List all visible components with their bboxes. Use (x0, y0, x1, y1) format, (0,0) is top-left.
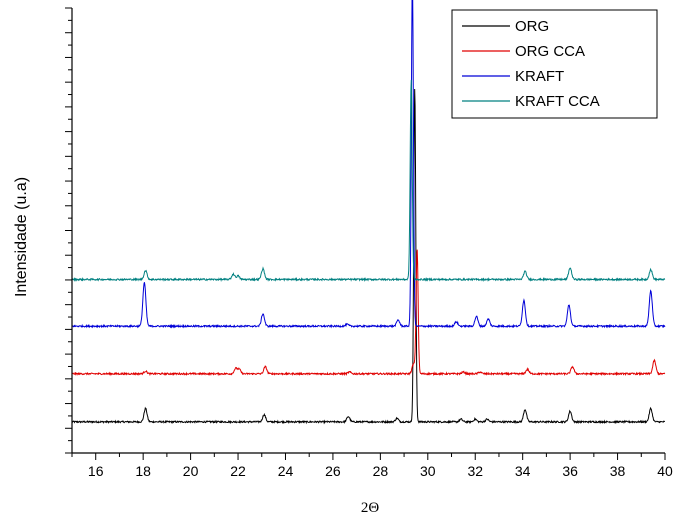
x-tick-label: 16 (88, 463, 104, 479)
x-tick-label: 32 (467, 463, 483, 479)
legend-label: KRAFT (515, 68, 564, 85)
x-tick-label: 22 (230, 463, 246, 479)
y-axis-title: Intensidade (u.a) (13, 177, 30, 297)
x-tick-label: 20 (183, 463, 199, 479)
legend-label: ORG (515, 18, 549, 35)
series-lines (71, 0, 666, 425)
series-line-1 (71, 249, 666, 377)
x-tick-label: 34 (515, 463, 531, 479)
x-tick-label: 26 (325, 463, 341, 479)
series-line-2 (71, 0, 666, 329)
x-tick-label: 18 (135, 463, 151, 479)
axes (65, 7, 666, 460)
x-tick-label: 28 (373, 463, 389, 479)
legend-label: KRAFT CCA (515, 93, 600, 110)
x-tick-label: 40 (657, 463, 673, 479)
x-tick-label: 24 (278, 463, 294, 479)
x-tick-label: 36 (562, 463, 578, 479)
legend-box (451, 9, 658, 119)
legend: ORG ORG CCA KRAFT KRAFT CCA (451, 9, 658, 119)
x-axis-title: 2Θ (361, 500, 380, 516)
x-tick-labels: 16 18 20 22 24 26 28 30 32 34 36 38 40 (88, 463, 673, 479)
legend-label: ORG CCA (515, 43, 585, 60)
x-tick-label: 38 (610, 463, 626, 479)
x-tick-label: 30 (420, 463, 436, 479)
series-line-0 (71, 89, 666, 425)
series-line-3 (71, 79, 666, 283)
